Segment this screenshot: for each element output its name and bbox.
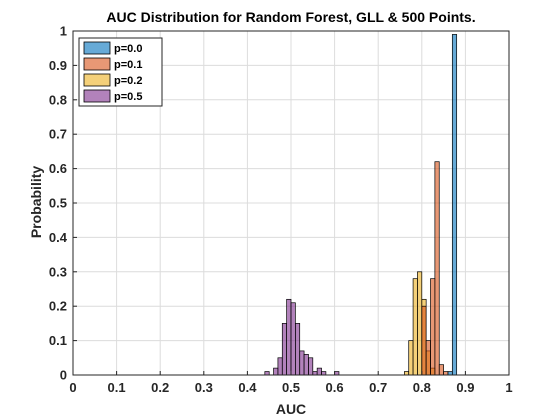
x-axis-title: AUC <box>276 401 306 417</box>
x-tick-label: 0.4 <box>238 380 257 395</box>
x-tick-label: 0.7 <box>369 380 387 395</box>
legend-swatch <box>83 89 111 103</box>
y-tick-label: 0 <box>60 368 67 383</box>
legend-label: p=0.5 <box>114 91 142 103</box>
x-tick-label: 0.3 <box>195 380 213 395</box>
histogram-bar <box>308 357 314 376</box>
histogram-bar <box>281 323 287 376</box>
legend-label: p=0.2 <box>114 75 142 87</box>
histogram-bar <box>299 350 305 376</box>
histogram-bar <box>334 371 340 376</box>
x-tick-label: 0 <box>69 380 76 395</box>
y-tick-label: 0.4 <box>49 230 68 245</box>
axis-ticks: 0 0.1 0.2 0.3 0.4 0.5 0.6 0.7 0.8 0.9 1 0 0.1 0.2 0.3 0… <box>49 24 513 396</box>
y-tick-label: 0.9 <box>49 58 67 73</box>
y-tick-label: 0.3 <box>49 264 67 279</box>
histogram-bar <box>443 371 449 376</box>
x-tick-label: 0.2 <box>151 380 169 395</box>
y-tick-label: 1 <box>60 24 67 39</box>
y-axis-title: Probability <box>28 166 44 239</box>
histogram-bar <box>430 278 436 376</box>
histogram-bar <box>295 323 301 376</box>
histogram-bar <box>321 371 327 376</box>
histogram-bar <box>408 340 414 376</box>
histogram-bar <box>425 340 431 376</box>
histogram-bar <box>447 371 453 376</box>
histogram-bar <box>273 367 279 376</box>
histogram-bar <box>412 278 418 376</box>
x-tick-label: 1 <box>505 380 512 395</box>
histogram-bar <box>286 298 292 376</box>
histogram-bar <box>451 34 458 376</box>
legend-swatch <box>83 41 111 55</box>
x-tick-label: 0.1 <box>108 380 126 395</box>
x-tick-label: 0.9 <box>456 380 474 395</box>
legend-swatch <box>83 57 111 71</box>
series-p-0-1 <box>421 161 449 376</box>
x-tick-label: 0.8 <box>413 380 431 395</box>
histogram-bar <box>404 371 410 376</box>
legend-label: p=0.1 <box>114 59 142 71</box>
x-tick-label: 0.6 <box>326 380 344 395</box>
x-tick-label: 0.5 <box>282 380 300 395</box>
legend-label: p=0.0 <box>114 43 142 55</box>
chart-title: AUC Distribution for Random Forest, GLL … <box>106 9 475 25</box>
y-tick-label: 0.5 <box>49 196 67 211</box>
histogram-bar <box>438 364 444 376</box>
histogram-bar <box>312 371 318 376</box>
y-tick-label: 0.6 <box>49 161 67 176</box>
histogram-bar <box>303 354 309 376</box>
histogram-bar <box>264 371 270 376</box>
legend: p=0.0 p=0.1 p=0.2 p=0.5 <box>78 37 163 107</box>
legend-swatch <box>83 73 111 87</box>
y-tick-label: 0.7 <box>49 127 67 142</box>
y-tick-label: 0.8 <box>49 92 67 107</box>
histogram-bar <box>277 357 283 376</box>
histogram-bar <box>421 305 427 376</box>
y-tick-label: 0.1 <box>49 333 67 348</box>
histogram-bar <box>316 367 322 376</box>
histogram-bar <box>290 302 296 376</box>
histogram-bar <box>434 161 440 376</box>
y-tick-label: 0.2 <box>49 299 67 314</box>
histogram-bar <box>417 271 423 376</box>
